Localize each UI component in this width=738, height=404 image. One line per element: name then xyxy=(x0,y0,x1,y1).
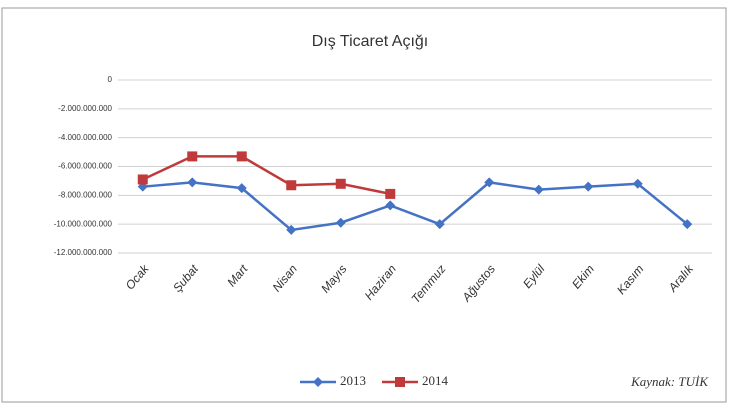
marker xyxy=(484,177,495,188)
marker xyxy=(187,151,198,162)
marker xyxy=(335,217,346,228)
y-tick-label: -12.000.000.000 xyxy=(54,248,113,257)
marker xyxy=(632,178,643,189)
y-tick-label: -6.000.000.000 xyxy=(58,162,112,171)
line xyxy=(142,181,689,232)
marker xyxy=(385,200,396,211)
source-note: Kaynak: TUİK xyxy=(630,374,709,389)
y-tick-label: -8.000.000.000 xyxy=(58,190,112,199)
marker xyxy=(236,151,247,162)
marker xyxy=(434,219,445,230)
legend-label: 2013 xyxy=(340,373,366,388)
marker xyxy=(236,183,247,194)
line xyxy=(142,155,391,196)
marker xyxy=(187,177,198,188)
y-tick-label: -10.000.000.000 xyxy=(54,219,113,228)
y-tick-label: -2.000.000.000 xyxy=(58,104,112,113)
chart-frame xyxy=(1,7,727,403)
marker xyxy=(286,224,297,235)
legend-marker xyxy=(395,377,405,387)
y-tick-label: -4.000.000.000 xyxy=(58,133,112,142)
chart-title: Dış Ticaret Açığı xyxy=(312,33,428,50)
legend-marker xyxy=(313,377,323,387)
marker xyxy=(583,181,594,192)
marker xyxy=(385,188,396,199)
y-tick-label: 0 xyxy=(108,75,113,84)
marker xyxy=(137,174,148,185)
legend-label: 2014 xyxy=(422,373,449,388)
marker xyxy=(335,178,346,189)
marker xyxy=(286,180,297,191)
marker xyxy=(533,184,544,195)
marker xyxy=(682,219,693,230)
